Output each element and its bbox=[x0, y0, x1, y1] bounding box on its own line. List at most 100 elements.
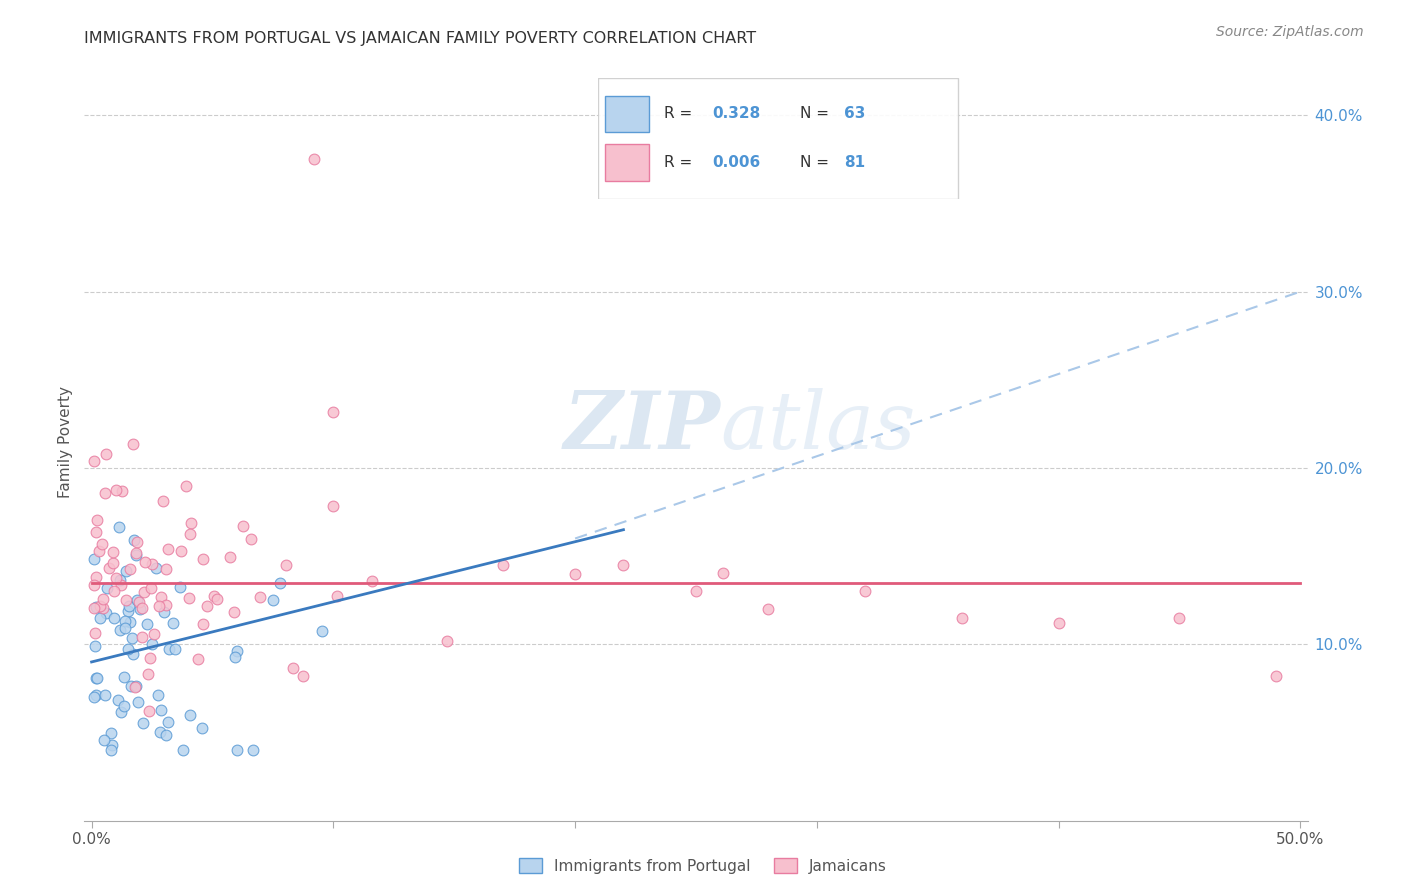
Point bbox=[89, 544, 111, 558]
Point bbox=[111, 484, 134, 499]
Point bbox=[157, 541, 180, 556]
Point bbox=[127, 694, 149, 708]
Point bbox=[169, 580, 191, 594]
Point bbox=[84, 671, 107, 685]
Point bbox=[122, 436, 145, 450]
Point bbox=[125, 593, 148, 607]
Point bbox=[115, 592, 138, 607]
Point bbox=[225, 644, 247, 658]
Point bbox=[322, 405, 344, 419]
Point bbox=[122, 533, 145, 547]
Point bbox=[262, 592, 284, 607]
Point bbox=[491, 558, 513, 572]
Point bbox=[148, 599, 170, 613]
Point bbox=[110, 578, 132, 592]
Point bbox=[564, 566, 586, 581]
Point bbox=[302, 153, 325, 167]
Point bbox=[179, 591, 201, 605]
Point bbox=[117, 641, 139, 656]
Point bbox=[132, 716, 155, 731]
Point bbox=[269, 575, 291, 590]
Point bbox=[118, 599, 141, 613]
Point bbox=[361, 574, 384, 589]
Point bbox=[193, 551, 215, 566]
Point bbox=[84, 688, 107, 702]
Point bbox=[83, 626, 105, 640]
Point bbox=[142, 627, 165, 641]
Point bbox=[125, 546, 148, 560]
Point bbox=[152, 605, 174, 619]
Point bbox=[152, 493, 174, 508]
Point bbox=[149, 724, 172, 739]
Point bbox=[1047, 616, 1070, 631]
Point bbox=[758, 602, 780, 616]
Point bbox=[853, 584, 876, 599]
Point bbox=[103, 611, 125, 625]
Point bbox=[225, 743, 247, 757]
Point bbox=[94, 688, 117, 702]
Point bbox=[131, 630, 153, 644]
Point bbox=[322, 499, 344, 513]
Point bbox=[172, 743, 194, 757]
Point bbox=[114, 615, 136, 629]
Point bbox=[1265, 669, 1288, 683]
Point bbox=[84, 524, 107, 539]
Point bbox=[91, 591, 114, 606]
Point bbox=[122, 648, 145, 662]
Point bbox=[100, 726, 122, 740]
Point bbox=[128, 602, 150, 616]
Point bbox=[96, 581, 118, 595]
Text: ZIP: ZIP bbox=[564, 388, 720, 465]
Point bbox=[125, 548, 148, 562]
Point bbox=[112, 699, 135, 714]
Point bbox=[249, 590, 271, 604]
Point bbox=[91, 601, 114, 615]
Point bbox=[179, 707, 201, 722]
Point bbox=[207, 592, 229, 607]
Point bbox=[101, 739, 124, 753]
Point bbox=[149, 590, 172, 604]
Point bbox=[239, 532, 262, 546]
Point bbox=[125, 535, 148, 549]
Point bbox=[101, 545, 124, 559]
Point bbox=[326, 589, 349, 603]
Point bbox=[100, 743, 122, 757]
Point bbox=[108, 574, 131, 588]
Point bbox=[139, 582, 162, 596]
Point bbox=[83, 453, 105, 467]
Point bbox=[242, 743, 264, 757]
Point bbox=[162, 616, 184, 631]
Text: atlas: atlas bbox=[720, 388, 915, 465]
Point bbox=[174, 478, 197, 492]
Point bbox=[83, 601, 105, 615]
Point bbox=[685, 584, 707, 599]
Point bbox=[150, 703, 173, 717]
Point bbox=[131, 601, 153, 615]
Point bbox=[83, 690, 105, 704]
Point bbox=[93, 733, 115, 747]
Point bbox=[120, 679, 142, 693]
Point bbox=[104, 571, 127, 585]
Point bbox=[232, 519, 254, 533]
Point bbox=[612, 558, 634, 572]
Point bbox=[436, 634, 458, 648]
Point bbox=[115, 564, 138, 578]
Point bbox=[224, 605, 246, 619]
Point bbox=[141, 557, 163, 571]
Point bbox=[98, 561, 121, 575]
Point bbox=[94, 606, 117, 620]
Point bbox=[90, 537, 112, 551]
Point bbox=[191, 617, 214, 632]
Point bbox=[187, 652, 209, 666]
Point bbox=[114, 621, 136, 635]
Point bbox=[950, 611, 973, 625]
Point bbox=[1168, 611, 1191, 625]
Point bbox=[134, 555, 156, 569]
Point bbox=[108, 623, 131, 637]
Point bbox=[121, 632, 143, 646]
Point bbox=[190, 721, 212, 735]
Point bbox=[139, 651, 162, 665]
Point bbox=[134, 584, 156, 599]
Point bbox=[104, 483, 127, 497]
Point bbox=[118, 615, 141, 629]
